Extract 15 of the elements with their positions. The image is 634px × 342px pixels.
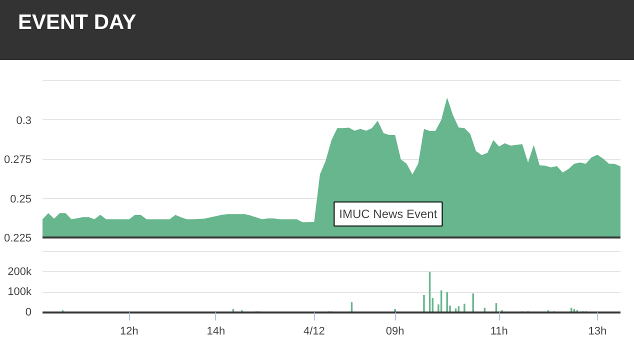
x-tick-label: 4/12 — [303, 326, 325, 338]
annotation: IMUC News Event — [339, 206, 438, 221]
x-tick-label: 12h — [120, 326, 138, 338]
y-tick-label: 100k — [8, 286, 32, 298]
y-tick-label: 200k — [8, 266, 32, 278]
y-tick-label: 0 — [25, 306, 32, 318]
y-tick-label: 0.225 — [4, 232, 32, 244]
y-tick-label: 0.25 — [10, 193, 32, 206]
x-tick-label: 13h — [588, 326, 607, 338]
x-tick-label: 11h — [490, 326, 508, 338]
y-tick-label: 0.275 — [4, 154, 32, 166]
x-tick-label: 09h — [386, 326, 404, 338]
chart-title: EVENT DAY — [18, 10, 136, 36]
x-tick-label: 14h — [206, 326, 226, 338]
y-tick-label: 0.3 — [16, 114, 32, 127]
